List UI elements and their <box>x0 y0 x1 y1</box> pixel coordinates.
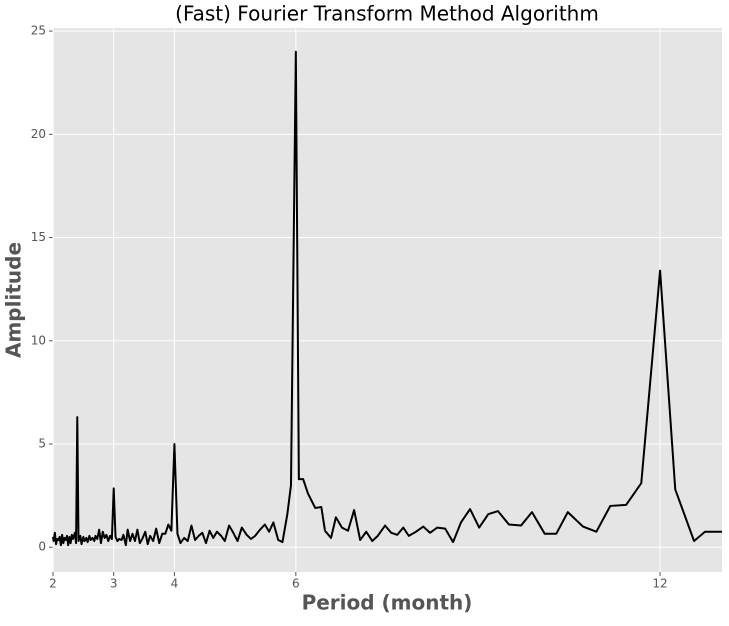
y-tick-label: 15 <box>31 230 46 244</box>
chart-title: (Fast) Fourier Transform Method Algorith… <box>175 2 599 26</box>
y-tick-label: 20 <box>31 127 46 141</box>
x-tick-label: 12 <box>652 577 667 591</box>
data-line <box>52 50 722 547</box>
x-axis-label: Period (month) <box>302 591 473 615</box>
y-tick-label: 10 <box>31 333 46 347</box>
x-tick-label: 4 <box>171 577 179 591</box>
x-tick-label: 2 <box>49 577 57 591</box>
plot-background <box>53 28 722 572</box>
y-tick-label: 5 <box>38 437 46 451</box>
x-tick-label: 3 <box>110 577 118 591</box>
y-tick-label: 0 <box>38 540 46 554</box>
y-tick-label: 25 <box>31 24 46 38</box>
x-tick-label: 6 <box>292 577 300 591</box>
y-axis-label: Amplitude <box>2 242 26 358</box>
